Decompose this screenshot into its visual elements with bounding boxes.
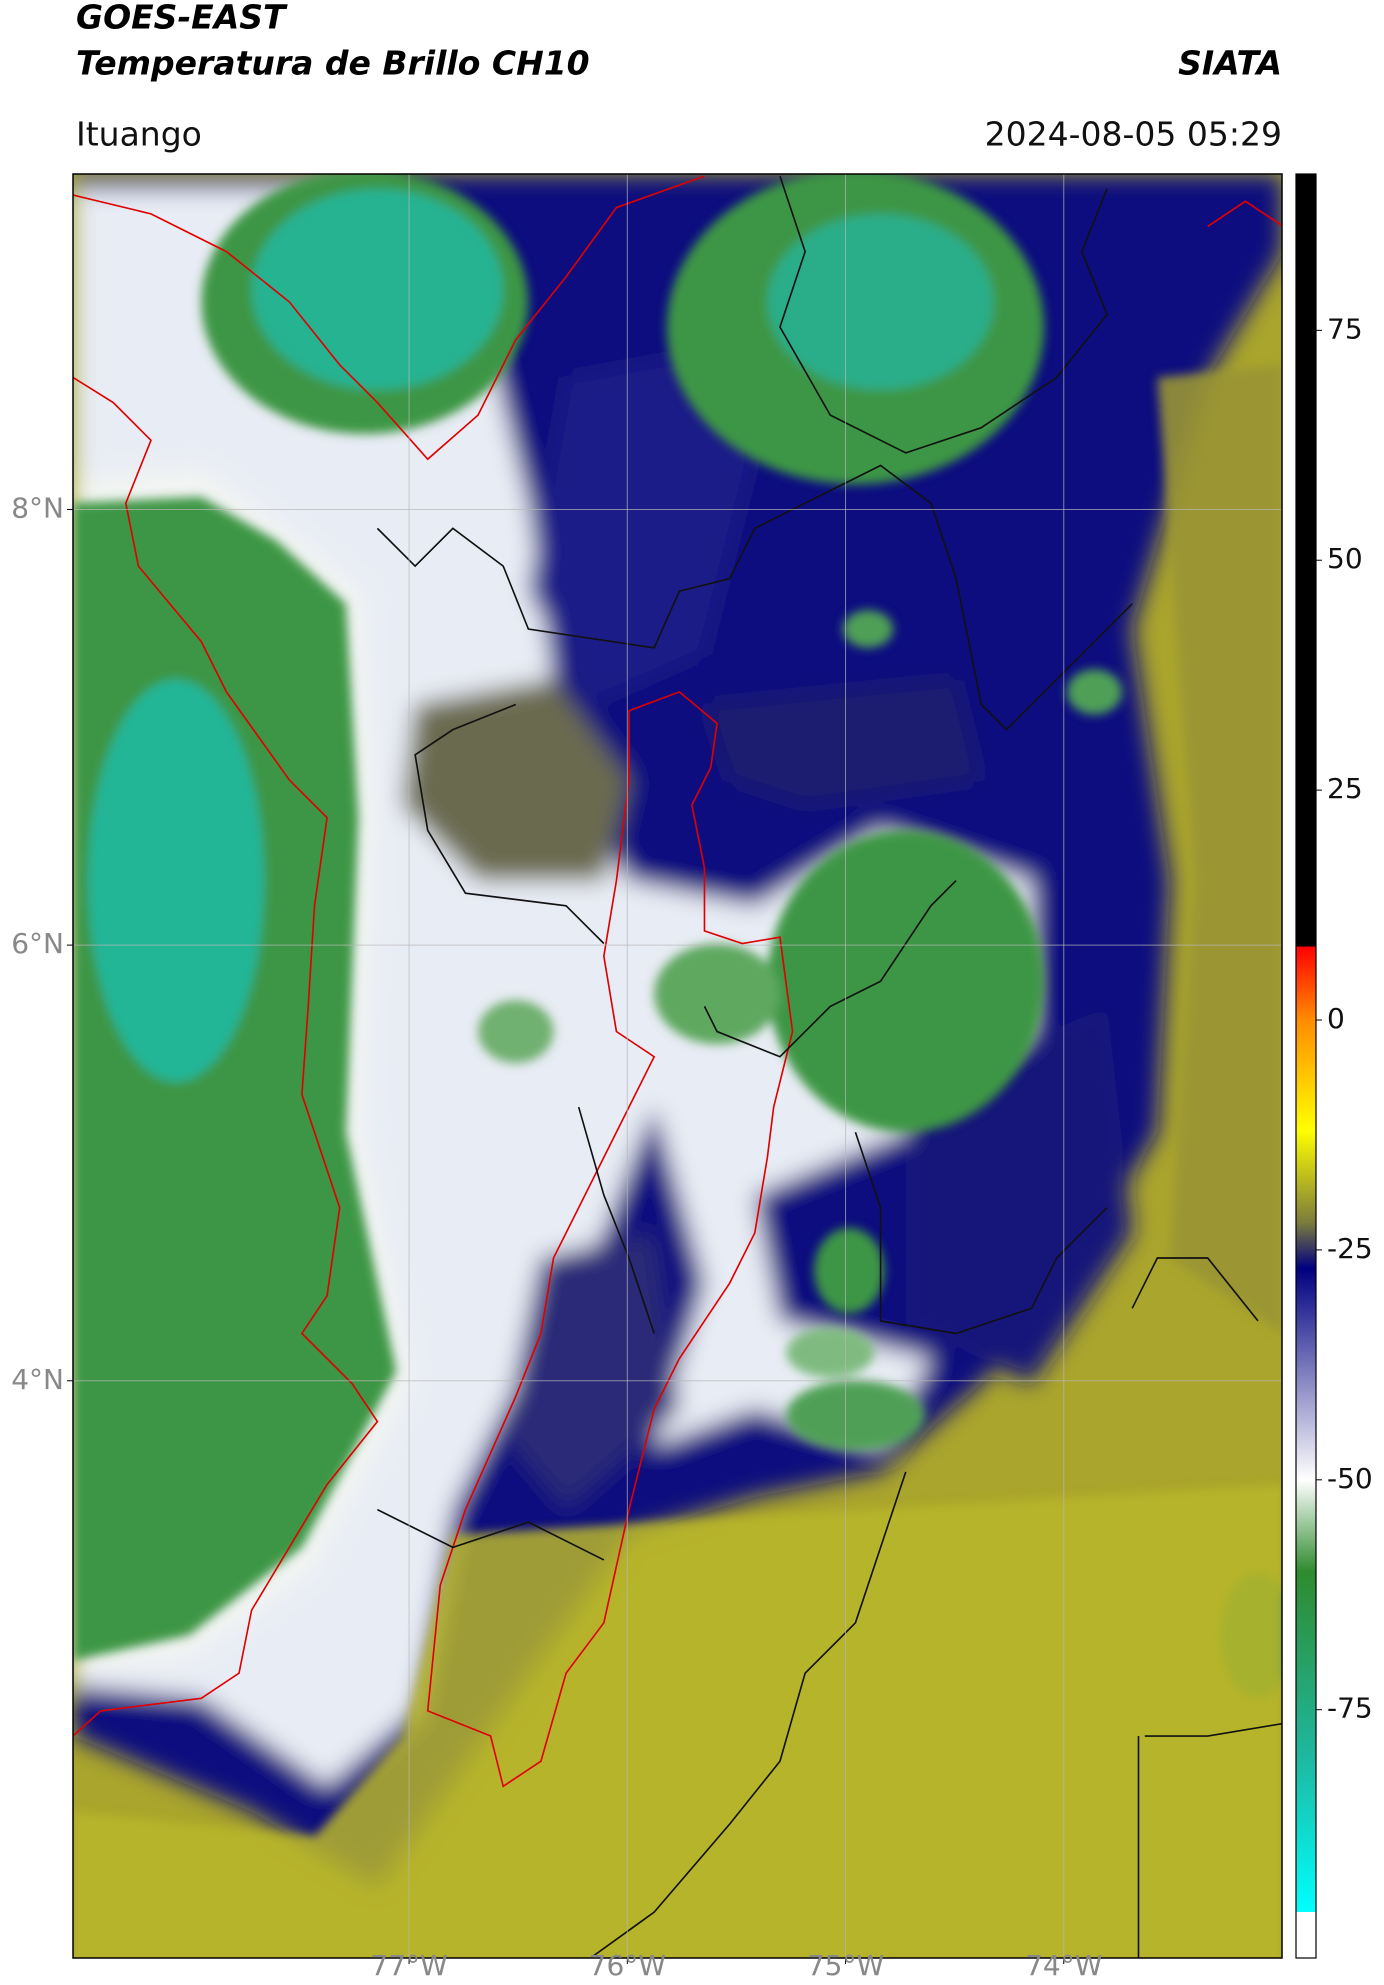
datetime: 2024-08-05 05:29: [985, 115, 1282, 154]
title: GOES-EAST: [76, 0, 288, 37]
y-tick-label: 8°N: [11, 491, 64, 524]
y-tick-label: 4°N: [11, 1363, 64, 1396]
x-tick-label: 77°W: [370, 1949, 447, 1981]
colorbar-tick-label: 25: [1327, 772, 1363, 805]
source: SIATA: [1178, 44, 1282, 83]
y-tick-label: 6°N: [11, 927, 64, 960]
colorbar-tick-label: -25: [1327, 1232, 1373, 1265]
grid: [73, 174, 1282, 1958]
colorbar-tick-label: -50: [1327, 1462, 1373, 1495]
location: Ituango: [76, 115, 202, 154]
colorbar-tick-label: 75: [1327, 312, 1363, 345]
x-tick-label: 76°W: [589, 1949, 666, 1981]
subtitle: Temperatura de Brillo CH10: [76, 44, 590, 83]
map-frame: [72, 173, 1283, 1959]
x-tick-label: 74°W: [1025, 1949, 1102, 1981]
x-tick-label: 75°W: [807, 1949, 884, 1981]
colorbar-tick-label: 0: [1327, 1002, 1345, 1035]
colorbar: [1295, 173, 1317, 1959]
colorbar-tick-label: -75: [1327, 1692, 1373, 1725]
colorbar-tick-label: 50: [1327, 542, 1363, 575]
